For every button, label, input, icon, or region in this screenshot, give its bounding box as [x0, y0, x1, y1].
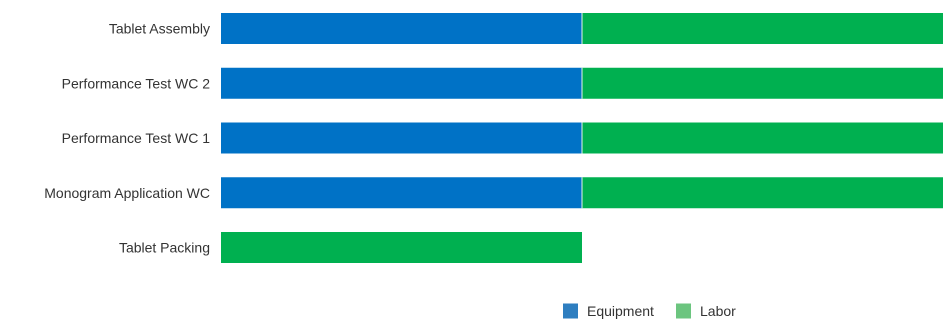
legend-swatch-equipment — [563, 303, 578, 319]
bar-labor-performance-test-wc-2[interactable] — [582, 67, 943, 99]
bar-equipment-monogram-application-wc[interactable] — [221, 177, 582, 209]
category-label-tablet-packing: Tablet Packing — [119, 240, 210, 256]
category-labels: Tablet Assembly Performance Test WC 2 Perf… — [44, 21, 210, 256]
bar-equipment-tablet-assembly[interactable] — [221, 13, 582, 44]
bar-labor-monogram-application-wc[interactable] — [582, 177, 943, 209]
bar-equipment-performance-test-wc-2[interactable] — [221, 67, 582, 99]
legend-item-labor[interactable]: Labor — [676, 303, 736, 319]
legend: Equipment Labor — [563, 303, 736, 319]
category-label-performance-test-wc-2: Performance Test WC 2 — [62, 75, 211, 91]
category-label-performance-test-wc-1: Performance Test WC 1 — [62, 130, 211, 146]
bar-labor-tablet-packing[interactable] — [221, 232, 582, 263]
legend-swatch-labor — [676, 303, 691, 319]
bar-labor-performance-test-wc-1[interactable] — [582, 122, 943, 154]
category-label-tablet-assembly: Tablet Assembly — [109, 21, 210, 37]
category-label-monogram-application-wc: Monogram Application WC — [44, 185, 210, 201]
bars — [221, 13, 943, 263]
legend-item-equipment[interactable]: Equipment — [563, 303, 654, 319]
legend-label-labor: Labor — [700, 303, 736, 319]
bar-equipment-performance-test-wc-1[interactable] — [221, 122, 582, 154]
legend-label-equipment: Equipment — [587, 303, 654, 319]
bar-labor-tablet-assembly[interactable] — [582, 13, 943, 44]
